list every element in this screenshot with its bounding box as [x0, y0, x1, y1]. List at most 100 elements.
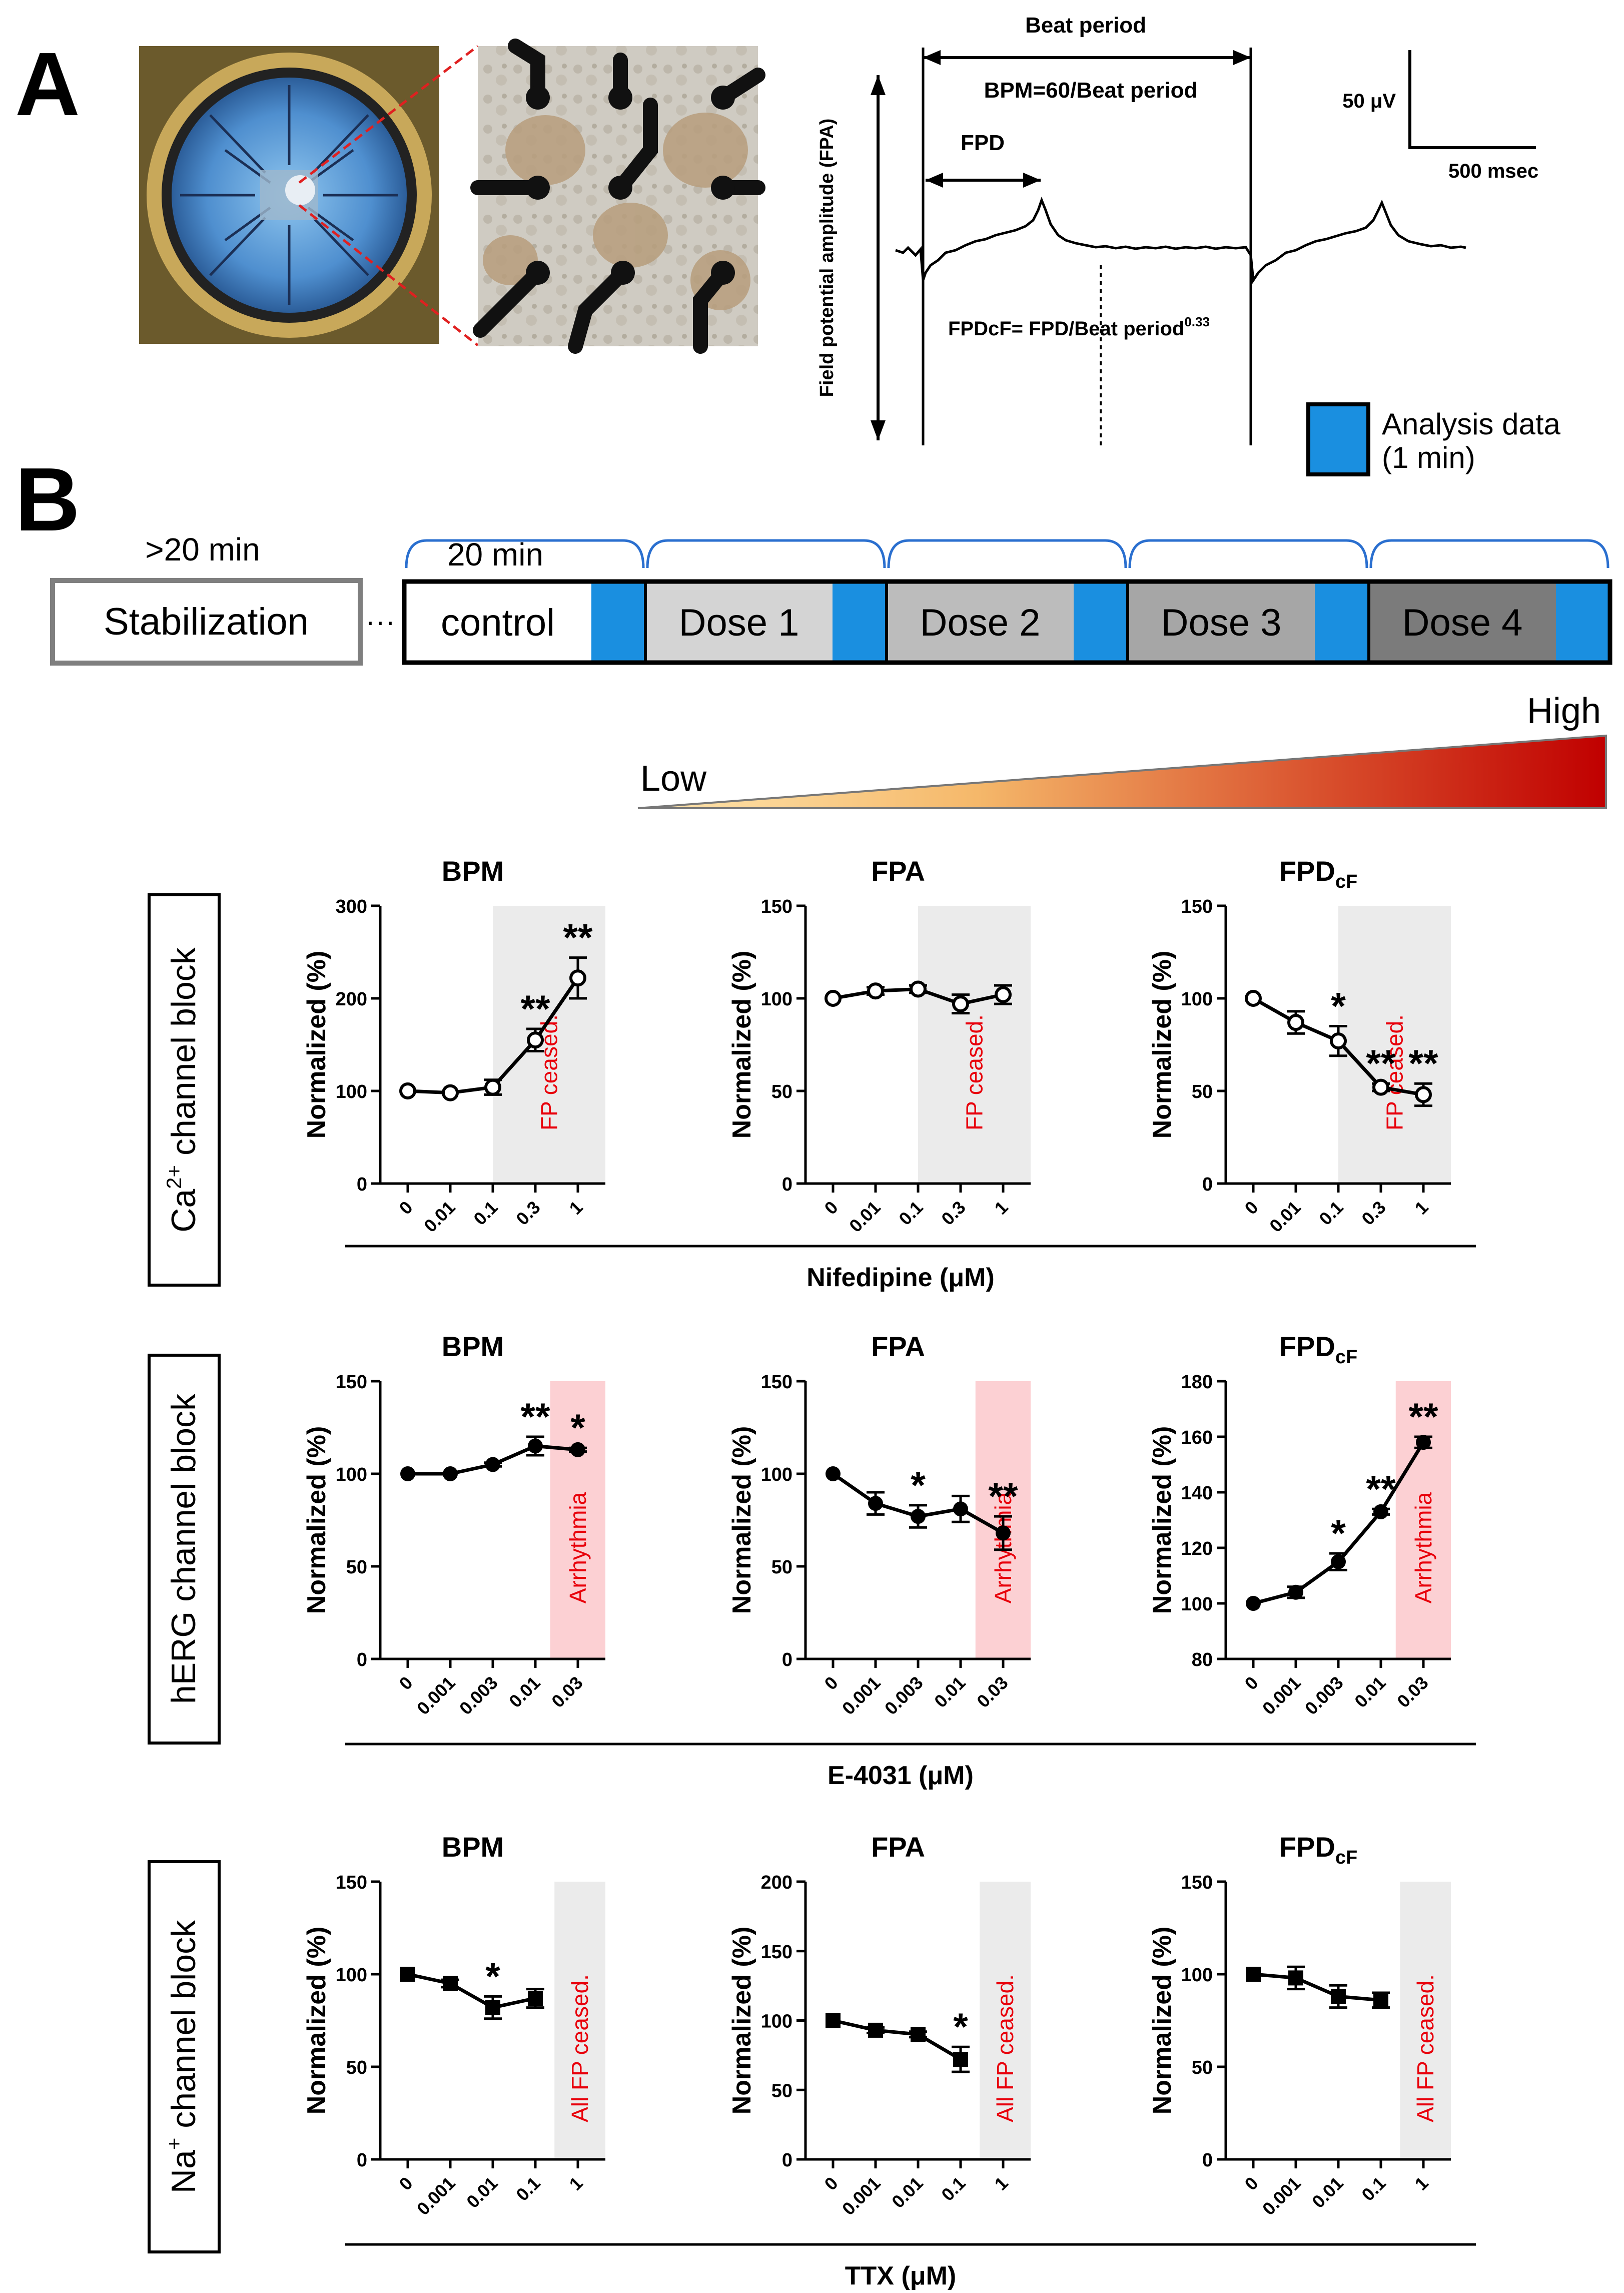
chart-title-ca-fpa: FPA: [871, 855, 925, 887]
chart-xtick-label-herg-bpm: 0.003: [455, 1672, 502, 1719]
chart-series-line-na-fpdcf: [1253, 1972, 1381, 2002]
chart-ytick-label-herg-fpdcf: 160: [1181, 1427, 1213, 1448]
chart-point-na-bpm: [528, 1991, 543, 2006]
fp-trace: [895, 196, 1466, 284]
chart-xtick-label-na-fpa: 0: [821, 2173, 842, 2194]
chart-ytick-label-na-bpm: 100: [336, 1965, 367, 1986]
chart-ytick-label-herg-fpdcf: 140: [1181, 1483, 1213, 1504]
chart-xtick-label-herg-fpdcf: 0.001: [1258, 1672, 1305, 1719]
xaxis-group-labels: Nifedipine (μM) E-4031 (μM) TTX (μM): [345, 1245, 1476, 2290]
chart-xtick-label-herg-fpa: 0.001: [838, 1672, 885, 1719]
chart-xtick-label-na-fpdcf: 0: [1241, 2173, 1262, 2194]
chart-point-na-fpdcf: [1288, 1970, 1303, 1986]
xlabel-ttx: TTX (μM): [845, 2261, 956, 2290]
chart-xtick-label-na-fpa: 0.1: [937, 2173, 969, 2205]
chart-significance-herg-fpa: **: [988, 1475, 1018, 1518]
chart-xtick-label-ca-fpdcf: 0: [1241, 1197, 1262, 1219]
chart-xtick-label-na-bpm: 0.01: [462, 2173, 502, 2212]
chart-point-herg-fpa: [868, 1496, 883, 1511]
chart-ylabel-herg-fpdcf: Normalized (%): [1148, 1426, 1177, 1614]
chart-shade-na-fpa: [980, 1882, 1031, 2159]
timeline-ellipsis: ···: [365, 605, 395, 638]
analysis-legend-line2: (1 min): [1382, 441, 1475, 474]
chart-xtick-label-herg-fpa: 0.003: [881, 1672, 927, 1719]
chart-title-sub-na-fpdcf: cF: [1335, 1847, 1357, 1868]
cells-photo: [470, 39, 765, 354]
chart-significance-herg-bpm: **: [520, 1396, 550, 1438]
chart-xtick-label-ca-fpdcf: 1: [1411, 1197, 1432, 1219]
row-label-herg: hERG channel block: [148, 1354, 221, 1745]
timeline-brace-2: [887, 539, 1127, 568]
chart-point-herg-bpm: [400, 1466, 415, 1481]
chart-xtick-label-herg-bpm: 0.001: [413, 1672, 459, 1719]
chart-significance-herg-fpdcf: *: [1331, 1512, 1346, 1555]
chart-significance-ca-bpm: **: [520, 988, 550, 1030]
chart-point-na-fpa: [868, 2022, 883, 2038]
chart-title-na-bpm: BPM: [442, 1831, 504, 1863]
chart-xtick-label-ca-fpa: 1: [991, 1197, 1012, 1219]
chart-xtick-label-ca-bpm: 0: [395, 1197, 417, 1219]
chart-xtick-label-na-bpm: 0.001: [413, 2173, 459, 2219]
segment-time-label: 20 min: [447, 536, 543, 572]
chart-xtick-label-ca-fpa: 0.3: [937, 1197, 969, 1229]
chart-significance-na-bpm: *: [485, 1955, 500, 1998]
chart-title-herg-fpdcf: FPDcF: [1279, 1331, 1357, 1368]
timeline-analysis-0: [591, 582, 645, 663]
chart-point-ca-fpdcf: [1245, 990, 1262, 1007]
analysis-legend: Analysis data (1 min): [1306, 402, 1560, 476]
chart-point-ca-bpm: [399, 1082, 416, 1099]
chart-point-ca-fpa: [995, 986, 1012, 1003]
chart-ylabel-herg-bpm: Normalized (%): [302, 1426, 331, 1614]
chart-shade-ca-bpm: [493, 906, 605, 1184]
zoom-lines: [298, 45, 479, 346]
chart-ytick-label-herg-fpdcf: 120: [1181, 1538, 1213, 1559]
timeline-analysis-2: [1074, 582, 1128, 663]
timeline-step-label-4: Dose 4: [1402, 602, 1523, 644]
chart-point-herg-fpdcf: [1246, 1596, 1261, 1611]
chart-ytick-label-ca-fpa: 100: [761, 989, 792, 1010]
chart-title-sub-herg-fpdcf: cF: [1335, 1347, 1357, 1368]
chart-shade-label-ca-fpdcf: FP ceased.: [1382, 1014, 1408, 1130]
gradient-low-label: Low: [640, 759, 707, 799]
chart-shade-herg-bpm: [550, 1381, 605, 1659]
pre-time-label: >20 min: [145, 531, 260, 567]
chart-xtick-label-herg-fpdcf: 0.003: [1301, 1672, 1347, 1719]
chart-xtick-label-herg-fpa: 0.03: [973, 1672, 1012, 1712]
chart-title-ca-fpdcf: FPDcF: [1279, 855, 1357, 892]
chart-title-main-na-fpa: FPA: [871, 1831, 925, 1863]
chart-significance-ca-fpdcf: **: [1408, 1042, 1438, 1085]
chart-ytick-label-ca-fpdcf: 100: [1181, 989, 1213, 1010]
chart-point-herg-bpm: [570, 1442, 585, 1457]
timeline-brace-1: [646, 539, 886, 568]
chart-ytick-label-na-bpm: 50: [346, 2057, 367, 2078]
chart-shade-label-ca-fpa: FP ceased.: [962, 1014, 988, 1130]
chart-ytick-label-ca-bpm: 300: [336, 896, 367, 917]
chart-title-main-ca-bpm: BPM: [442, 855, 504, 887]
chart-point-na-bpm: [443, 1976, 458, 1991]
chart-significance-na-fpa: *: [953, 2006, 968, 2048]
chart-xtick-label-ca-bpm: 0.01: [420, 1197, 459, 1237]
chart-ylabel-ca-bpm: Normalized (%): [302, 951, 331, 1139]
timeline-analysis-4: [1556, 582, 1610, 663]
chart-point-na-fpa: [826, 2013, 841, 2028]
chart-ytick-label-na-fpa: 0: [782, 2150, 792, 2171]
chart-point-herg-fpdcf: [1331, 1554, 1346, 1569]
chart-xtick-label-na-fpa: 0.01: [888, 2173, 927, 2212]
chart-significance-herg-bpm: *: [570, 1407, 585, 1449]
chart-significance-herg-fpa: *: [911, 1464, 926, 1507]
chart-point-ca-bpm: [484, 1078, 501, 1096]
chart-shade-na-fpdcf: [1400, 1882, 1451, 2159]
chart-xtick-label-na-fpdcf: 0.01: [1308, 2173, 1347, 2212]
chart-significance-ca-bpm: **: [563, 917, 593, 959]
chart-point-herg-fpdcf: [1416, 1435, 1431, 1450]
chart-shade-label-herg-fpdcf: Arrhythmia: [1410, 1492, 1436, 1603]
panel-a-label: A: [15, 34, 80, 135]
chart-xtick-label-herg-bpm: 0: [395, 1672, 417, 1694]
chart-point-ca-fpdcf: [1287, 1014, 1304, 1031]
chart-xtick-label-ca-fpdcf: 0.1: [1315, 1197, 1347, 1229]
gradient-high-label: High: [1527, 691, 1601, 731]
chart-ytick-label-na-fpa: 100: [761, 2011, 792, 2032]
chart-xtick-label-herg-fpdcf: 0.03: [1393, 1672, 1432, 1712]
chart-point-na-fpa: [911, 2027, 926, 2042]
